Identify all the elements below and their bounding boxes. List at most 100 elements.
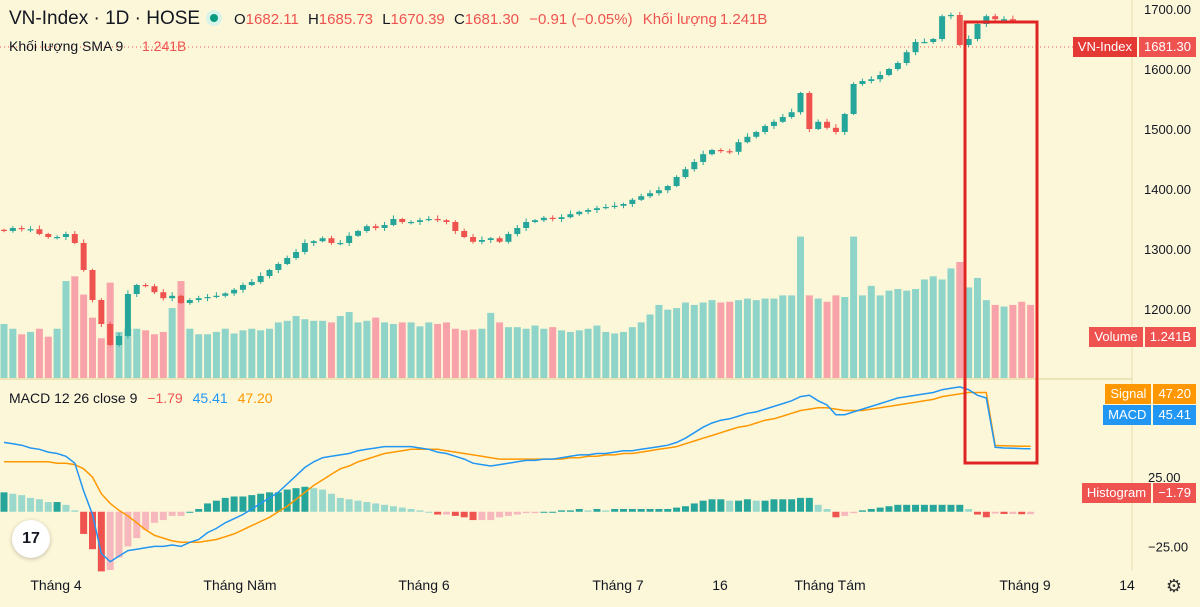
histogram-bar	[885, 506, 893, 512]
candle-body	[797, 93, 804, 113]
histogram-bar	[416, 510, 424, 512]
candle-body	[593, 208, 600, 210]
candle-body	[151, 286, 158, 293]
volume-bar	[283, 320, 291, 378]
time-axis-labels: Tháng 4 Tháng Năm Tháng 6 Tháng 7 16 Tháng Tá…	[30, 577, 1135, 593]
histogram-bar	[974, 511, 981, 515]
volume-bar	[248, 328, 256, 378]
histogram-bar	[18, 495, 26, 512]
volume-bar	[460, 330, 468, 378]
histogram-bar	[912, 504, 920, 512]
candle-body	[18, 228, 25, 230]
histogram-bar	[832, 511, 840, 518]
histogram-bar	[717, 499, 725, 512]
gear-icon[interactable]: ⚙	[1165, 576, 1182, 596]
volume-bar	[97, 338, 105, 378]
candle-body	[877, 75, 884, 80]
histogram-bar	[133, 511, 141, 539]
candle-body	[390, 219, 397, 225]
histogram-bar	[858, 510, 866, 512]
volume-bar	[584, 328, 592, 378]
candle-body	[496, 238, 503, 242]
time-axis-label: Tháng Tám	[794, 577, 865, 593]
price-tick-label: 1600.00	[1144, 62, 1191, 77]
histogram-bar	[434, 511, 442, 515]
volume-bar	[443, 322, 450, 378]
histogram-bar	[991, 511, 999, 514]
candle-body	[452, 222, 459, 231]
histogram-bar	[513, 511, 521, 515]
histogram-bar	[611, 508, 619, 512]
volume-bar	[850, 236, 858, 378]
volume-bar	[212, 331, 220, 378]
candle-body	[425, 219, 432, 221]
macd-legend-macd: 45.41	[192, 390, 228, 406]
candle-body	[549, 217, 556, 219]
price-tick-label: 1500.00	[1144, 122, 1191, 137]
histogram-bar	[204, 503, 212, 512]
volume-bar	[646, 314, 654, 378]
histogram-bar	[628, 508, 636, 512]
histogram-bar	[301, 486, 309, 512]
candle-body	[886, 69, 892, 75]
volume-bar	[80, 294, 88, 378]
candle-body	[832, 127, 839, 132]
histogram-bar	[681, 506, 689, 512]
candle-body	[700, 154, 707, 162]
candle-body	[903, 52, 910, 63]
candle-body	[363, 226, 370, 231]
price-badge-value: 1681.30	[1139, 37, 1196, 57]
volume-bar	[620, 331, 627, 378]
histogram-bar	[814, 504, 822, 512]
candle-body	[399, 219, 406, 222]
symbol-title[interactable]: VN-Index · 1D · HOSE	[9, 8, 201, 29]
candle-body	[124, 294, 131, 336]
time-axis-label: Tháng Năm	[203, 577, 276, 593]
volume-bar	[469, 329, 477, 378]
volume-bar	[549, 327, 557, 378]
volume-bar	[407, 322, 415, 378]
volume-bar	[681, 302, 689, 378]
histogram-bar	[929, 504, 937, 512]
macd-badge-value: 45.41	[1153, 405, 1196, 425]
time-axis-label: Tháng 4	[30, 577, 82, 593]
volume-bar	[363, 320, 371, 378]
candle-body	[284, 258, 291, 264]
histogram-bar	[726, 500, 734, 512]
histogram-bar	[159, 511, 167, 521]
candle-body	[372, 226, 379, 228]
histogram-bar	[1027, 511, 1035, 515]
candle-body	[647, 193, 654, 197]
histogram-bar	[867, 508, 875, 512]
price-badge-name: VN-Index	[1072, 37, 1137, 57]
histogram-bar	[522, 511, 530, 514]
volume-bar	[416, 326, 424, 378]
candle-body	[169, 295, 176, 299]
histogram-bar	[27, 497, 35, 512]
candle-body	[956, 15, 963, 45]
candle-body	[98, 300, 105, 324]
change-value: −0.91 (−0.05%)	[529, 11, 633, 28]
candle-body	[673, 177, 680, 186]
histogram-bar	[496, 511, 504, 518]
histogram-bar	[372, 503, 380, 512]
tradingview-logo-icon[interactable]: 17	[12, 520, 50, 558]
macd-legend[interactable]: MACD 12 26 close 9 −1.79 45.41 47.20	[9, 390, 273, 406]
histogram-bar	[407, 508, 415, 512]
high-label: H	[307, 11, 319, 28]
volume-bar	[655, 304, 663, 378]
candle-body	[470, 237, 477, 242]
histogram-bar	[71, 510, 79, 512]
histogram-bar	[965, 508, 973, 512]
volume-bar	[841, 296, 849, 378]
highlight-box	[963, 20, 1039, 465]
histogram-bar	[558, 510, 566, 512]
candle-body	[770, 121, 777, 126]
volume-sma-label[interactable]: Khối lượng SMA 9	[9, 38, 124, 54]
volume-bar	[1009, 304, 1017, 378]
candle-body	[540, 217, 547, 221]
volume-bar	[673, 308, 681, 378]
candle-body	[45, 234, 52, 237]
histogram-bar	[177, 511, 185, 516]
